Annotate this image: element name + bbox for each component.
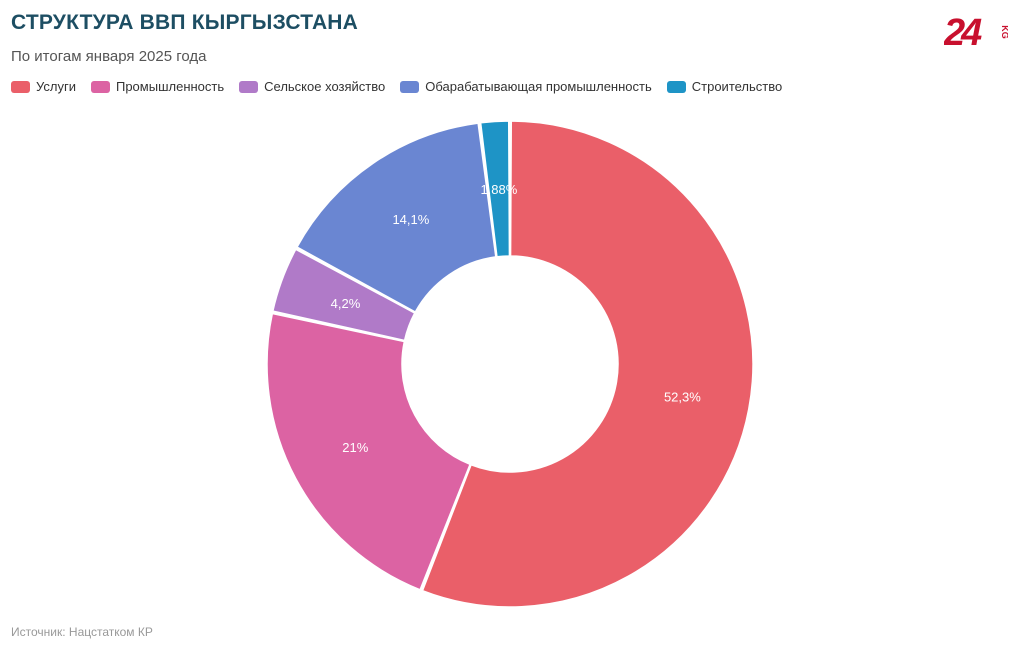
- slice-value-label: 52,3%: [664, 390, 701, 405]
- donut-slice: [295, 122, 497, 314]
- slice-value-label: 1,88%: [480, 182, 517, 197]
- donut-slice: [266, 312, 472, 591]
- chart-legend: Услуги Промышленность Сельское хозяйство Об…: [11, 79, 797, 94]
- 24-kg-logo-icon: 24 KG: [944, 12, 1008, 50]
- legend-swatch: [666, 80, 686, 93]
- donut-slice: [421, 120, 754, 608]
- slice-value-label: 21%: [342, 440, 368, 455]
- donut-slice: [479, 120, 511, 258]
- slice-value-label: 14,1%: [392, 212, 429, 227]
- legend-label: Промышленность: [115, 79, 225, 94]
- legend-label: Строительство: [691, 79, 783, 94]
- legend-swatch: [400, 80, 420, 93]
- source-note: Источник: Нацстатком КР: [11, 625, 153, 639]
- legend-item: Строительство: [666, 79, 783, 94]
- chart-subtitle: По итогам января 2025 года: [11, 48, 207, 65]
- legend-label: Обарабатывающая промышленность: [425, 79, 652, 94]
- legend-item: Услуги: [11, 79, 76, 94]
- chart-title: СТРУКТУРА ВВП КЫРГЫЗСТАНА: [11, 11, 359, 34]
- legend-label: Услуги: [36, 79, 76, 94]
- legend-swatch: [90, 80, 110, 93]
- legend-item: Сельское хозяйство: [239, 79, 385, 94]
- legend-swatch: [239, 80, 259, 93]
- legend-item: Обарабатывающая промышленность: [400, 79, 652, 94]
- logo-suffix: KG: [1000, 25, 1008, 39]
- legend-label: Сельское хозяйство: [264, 79, 386, 94]
- donut-slice: [271, 248, 416, 342]
- slice-value-label: 4,2%: [331, 296, 361, 311]
- legend-swatch: [11, 80, 30, 93]
- legend-item: Промышленность: [90, 79, 225, 94]
